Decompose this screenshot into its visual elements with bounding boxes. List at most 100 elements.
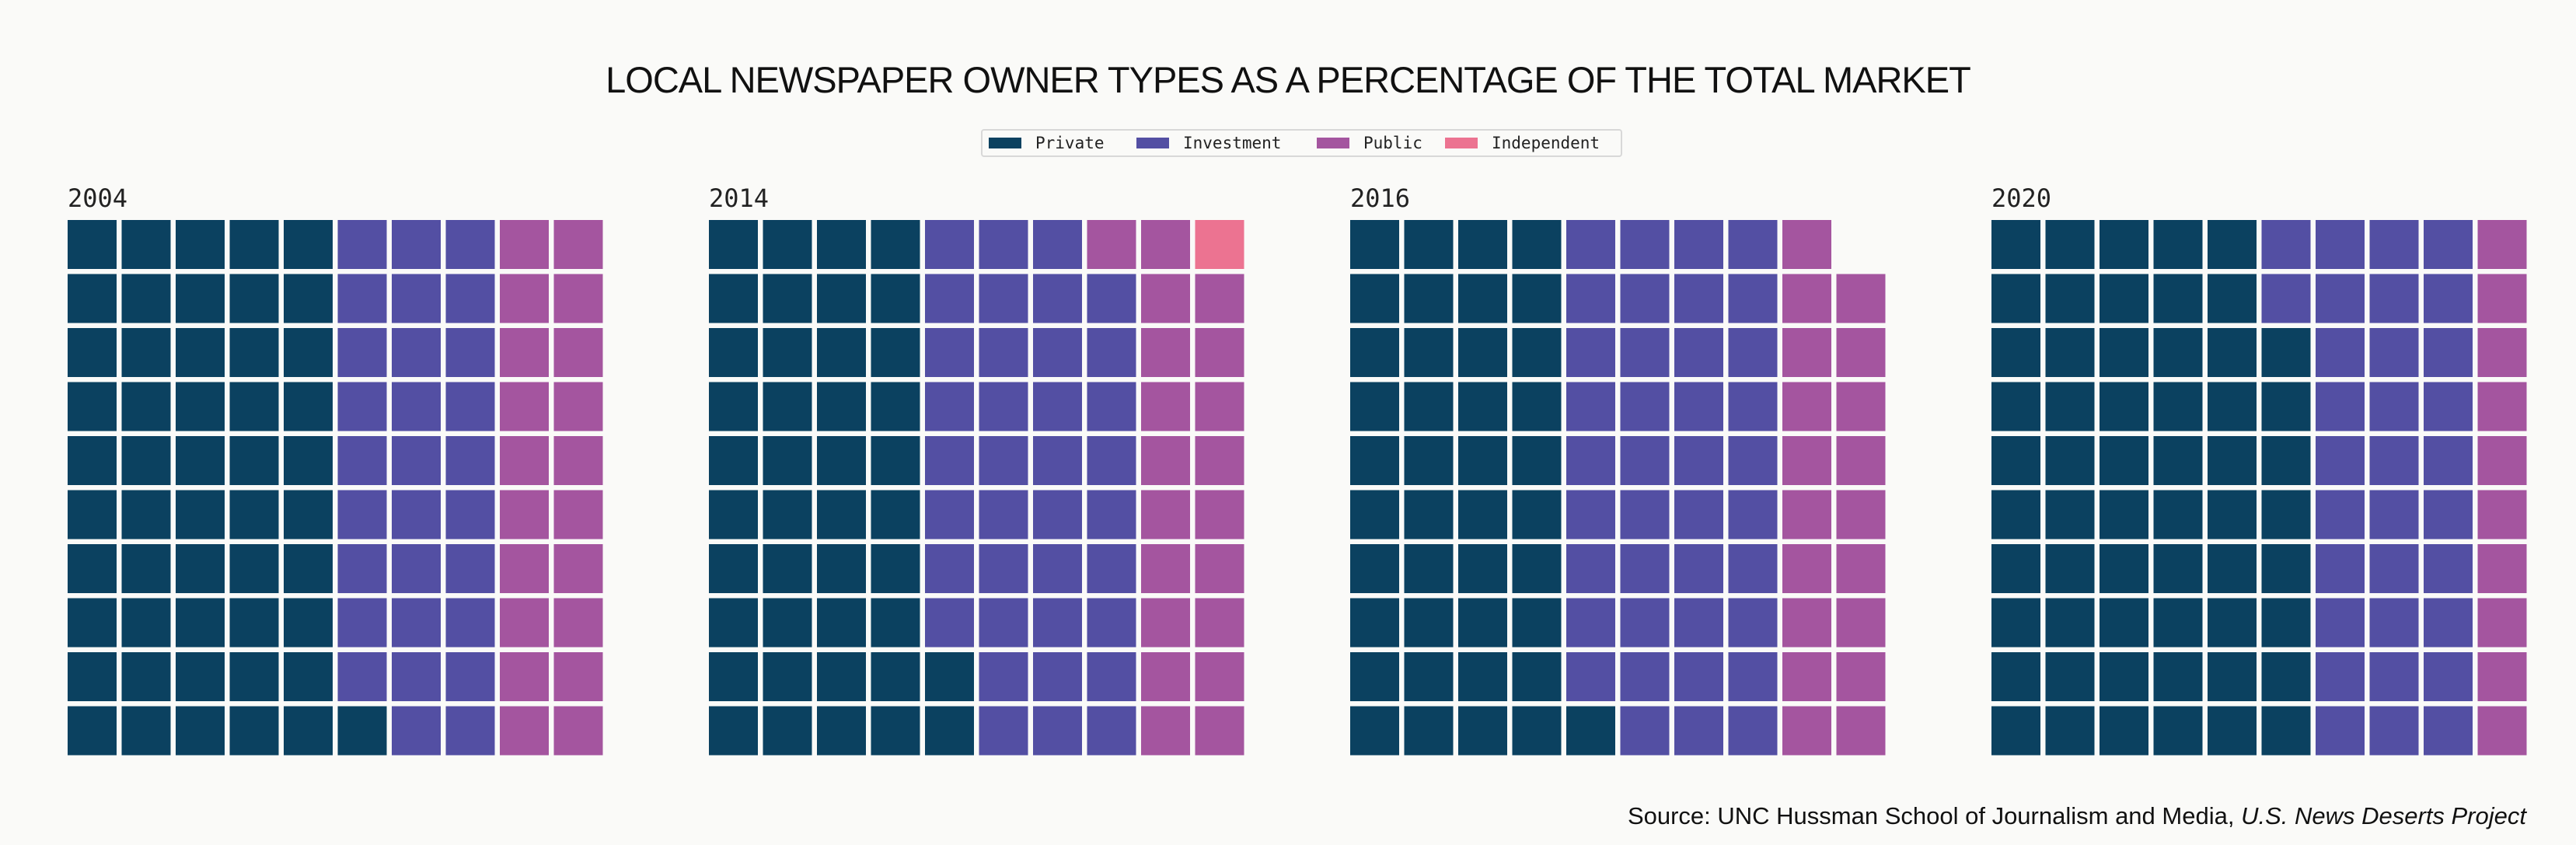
waffle-square-investment [979,382,1028,431]
waffle-panel-2020 [1991,220,2527,756]
waffle-square-investment [1674,544,1723,593]
waffle-square-private [1404,274,1454,323]
waffle-square-investment [2369,490,2419,539]
waffle-square-public [1782,544,1831,593]
waffle-square-private [763,490,812,539]
waffle-square-investment [392,328,441,377]
waffle-square-private [709,220,758,269]
waffle-square-private [68,382,117,431]
waffle-square-private [1512,436,1562,485]
waffle-square-private [1512,220,1562,269]
waffle-square-public [2477,652,2527,701]
waffle-square-private [1512,328,1562,377]
legend-label-independent: Independent [1492,134,1600,152]
waffle-square-public [2477,598,2527,648]
waffle-square-private [871,544,920,593]
waffle-square-private [763,382,812,431]
waffle-square-investment [1566,598,1615,648]
waffle-square-investment [1566,490,1615,539]
waffle-square-private [121,436,171,485]
waffle-square-private [1350,490,1399,539]
waffle-square-public [553,220,603,269]
waffle-square-investment [445,436,495,485]
waffle-square-private [1458,382,1507,431]
waffle-square-public [1836,598,1886,648]
waffle-square-private [68,328,117,377]
waffle-square-private [709,652,758,701]
waffle-square-private [2208,652,2257,701]
waffle-square-investment [2316,652,2365,701]
waffle-square-investment [1620,328,1670,377]
waffle-square-investment [1674,382,1723,431]
waffle-square-private [1512,706,1562,756]
waffle-square-investment [925,382,974,431]
waffle-square-public [1782,328,1831,377]
waffle-square-private [2153,706,2203,756]
waffle-square-private [1991,652,2040,701]
waffle-square-private [1458,436,1507,485]
waffle-square-public [500,706,549,756]
waffle-square-private [1350,652,1399,701]
waffle-square-investment [1087,598,1136,648]
waffle-square-private [229,490,279,539]
waffle-square-private [229,706,279,756]
waffle-square-private [763,328,812,377]
waffle-square-investment [337,436,387,485]
waffle-square-private [176,274,225,323]
waffle-square-private [2100,274,2148,323]
waffle-square-investment [1620,490,1670,539]
panel-year-2016: 2016 [1350,183,1411,213]
waffle-square-private [1458,220,1507,269]
waffle-square-private [2208,706,2257,756]
waffle-square-private [1458,328,1507,377]
waffle-square-private [709,328,758,377]
waffle-square-private [763,544,812,593]
waffle-square-investment [1087,274,1136,323]
waffle-square-private [2261,598,2311,648]
waffle-square-private [2100,382,2148,431]
waffle-square-investment [1566,544,1615,593]
waffle-square-public [1836,328,1886,377]
waffle-square-public [1141,598,1190,648]
waffle-square-investment [979,706,1028,756]
waffle-square-investment [2369,274,2419,323]
waffle-square-investment [1728,490,1778,539]
waffle-square-public [553,544,603,593]
waffle-square-investment [445,598,495,648]
waffle-square-private [1458,274,1507,323]
waffle-square-investment [2316,382,2365,431]
waffle-square-investment [2261,274,2311,323]
waffle-square-private [1566,706,1615,756]
waffle-square-public [1141,382,1190,431]
waffle-square-private [817,652,866,701]
waffle-square-investment [2316,706,2365,756]
waffle-square-investment [1566,382,1615,431]
waffle-square-private [2100,652,2148,701]
waffle-square-public [500,274,549,323]
waffle-square-private [2261,652,2311,701]
waffle-square-private [817,274,866,323]
waffle-square-private [176,382,225,431]
waffle-square-private [2153,328,2203,377]
waffle-square-investment [1566,274,1615,323]
waffle-square-private [871,436,920,485]
waffle-square-private [2100,544,2148,593]
waffle-square-investment [337,544,387,593]
waffle-square-private [2045,490,2095,539]
waffle-square-public [553,436,603,485]
waffle-square-private [1350,382,1399,431]
waffle-square-private [2045,436,2095,485]
source-note: Source: UNC Hussman School of Journalism… [1628,802,2526,830]
waffle-square-investment [337,328,387,377]
waffle-square-private [68,274,117,323]
waffle-square-public [1836,544,1886,593]
waffle-square-investment [337,220,387,269]
waffle-square-investment [445,652,495,701]
waffle-square-investment [392,436,441,485]
waffle-square-investment [445,490,495,539]
waffle-square-investment [392,652,441,701]
waffle-square-public [2477,274,2527,323]
waffle-square-investment [337,490,387,539]
waffle-square-public [500,436,549,485]
